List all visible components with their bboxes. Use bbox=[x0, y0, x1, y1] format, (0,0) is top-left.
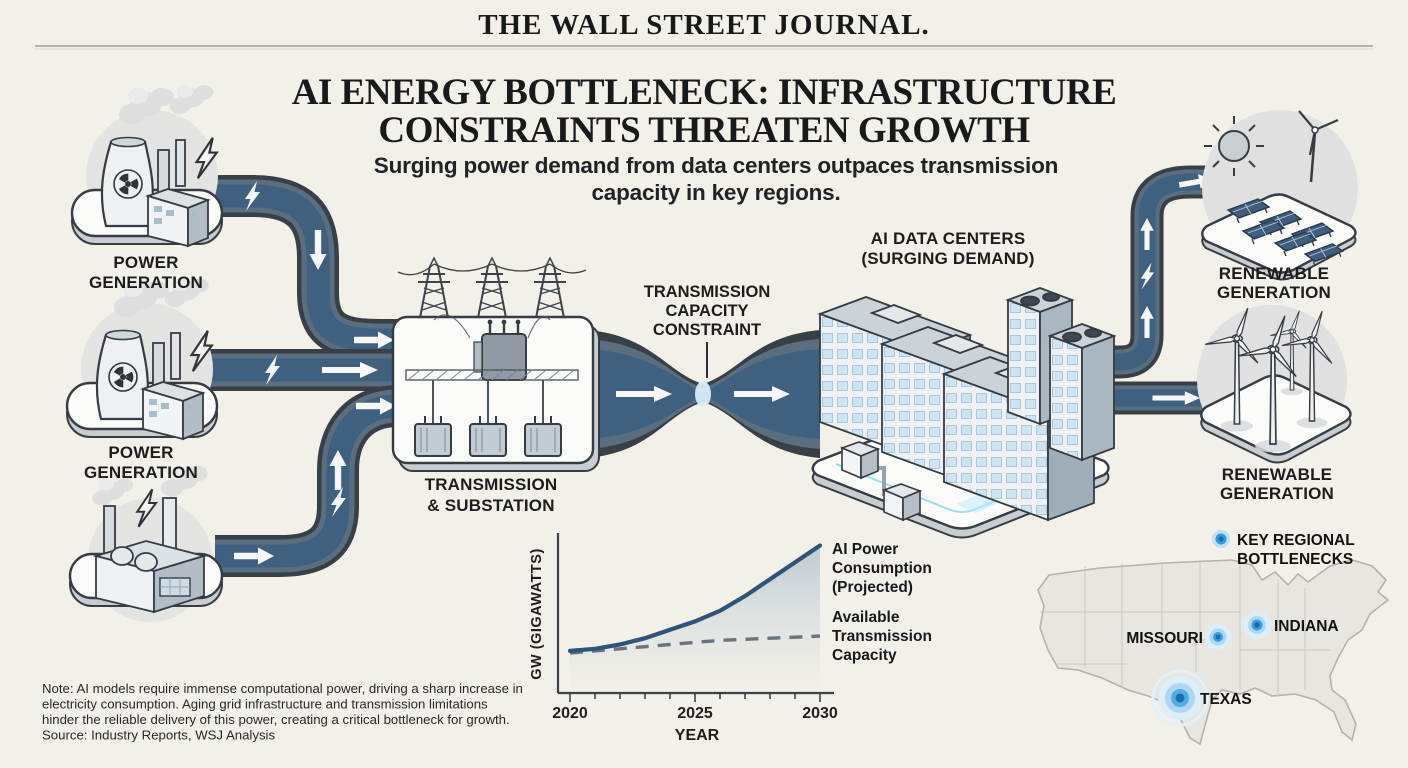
marker-missouri bbox=[1205, 624, 1231, 650]
note-line4: Source: Industry Reports, WSJ Analysis bbox=[42, 728, 275, 743]
marker-texas bbox=[1151, 669, 1209, 727]
diagram-labels: POWER GENERATION POWER GENERATION TRANSM… bbox=[84, 229, 1334, 515]
map-label-texas: TEXAS bbox=[1200, 691, 1252, 708]
x-tick-2025: 2025 bbox=[677, 705, 713, 722]
label-renewable-bottom-1: RENEWABLE bbox=[1222, 465, 1332, 484]
label-power-gen-mid-1: POWER bbox=[108, 443, 173, 462]
legend-capacity-2: Transmission bbox=[832, 628, 932, 645]
power-plant-bottom bbox=[68, 465, 224, 622]
label-renewable-top-1: RENEWABLE bbox=[1219, 264, 1329, 283]
x-tick-2020: 2020 bbox=[552, 705, 588, 722]
marker-indiana bbox=[1243, 611, 1271, 639]
legend-capacity-1: Available bbox=[832, 609, 900, 626]
subtitle-line2: capacity in key regions. bbox=[591, 180, 840, 205]
label-power-gen-top-1: POWER bbox=[113, 253, 178, 272]
chart-x-ticks bbox=[569, 693, 821, 702]
hvac-unit-icon bbox=[841, 441, 879, 479]
us-bottleneck-map: MISSOURI INDIANA TEXAS KEY REGIONAL BOTT… bbox=[1037, 530, 1390, 746]
data-center-campus bbox=[811, 287, 1115, 539]
note-line2: electricity consumption. Aging grid infr… bbox=[42, 697, 488, 712]
label-constraint-3: CONSTRAINT bbox=[653, 321, 761, 339]
chart-consumption-line bbox=[567, 543, 823, 653]
label-renewable-top-2: GENERATION bbox=[1217, 283, 1331, 302]
map-legend: KEY REGIONAL BOTTLENECKS bbox=[1212, 530, 1355, 568]
projection-chart: 2020 2025 2030 YEAR GW (GIGAWATTS) AI Po… bbox=[529, 533, 932, 744]
note-line1: Note: AI models require immense computat… bbox=[42, 681, 523, 696]
label-constraint-1: TRANSMISSION bbox=[644, 283, 771, 301]
bottleneck-pinch-glow bbox=[695, 381, 711, 407]
subtitle-line1: Surging power demand from data centers o… bbox=[374, 153, 1058, 178]
map-legend-line2: BOTTLENECKS bbox=[1237, 551, 1353, 568]
label-datacenters-2: (SURGING DEMAND) bbox=[861, 249, 1034, 268]
headline-line2: CONSTRAINTS THREATEN GROWTH bbox=[378, 110, 1030, 151]
label-substation-1: TRANSMISSION bbox=[425, 475, 558, 494]
chart-capacity-line bbox=[569, 634, 821, 655]
label-datacenters-1: AI DATA CENTERS bbox=[871, 229, 1026, 248]
map-legend-line1: KEY REGIONAL bbox=[1237, 532, 1355, 549]
transformer-large-icon bbox=[481, 333, 527, 381]
server-tower bbox=[1049, 323, 1115, 461]
footnote: Note: AI models require immense computat… bbox=[42, 681, 523, 743]
us-map-outline bbox=[1037, 559, 1390, 746]
label-renewable-bottom-2: GENERATION bbox=[1220, 484, 1334, 503]
renewable-solar bbox=[1201, 110, 1358, 281]
y-axis-label: GW (GIGAWATTS) bbox=[529, 548, 545, 680]
label-power-gen-top-2: GENERATION bbox=[89, 273, 203, 292]
masthead-title: THE WALL STREET JOURNAL. bbox=[478, 9, 930, 41]
legend-capacity-3: Capacity bbox=[832, 647, 897, 664]
label-substation-2: & SUBSTATION bbox=[427, 496, 554, 515]
x-tick-2030: 2030 bbox=[802, 705, 838, 722]
label-power-gen-mid-2: GENERATION bbox=[84, 463, 198, 482]
transformers bbox=[414, 416, 562, 457]
bottleneck bbox=[588, 330, 820, 458]
headline-line1: AI ENERGY BOTTLENECK: INFRASTRUCTURE bbox=[292, 72, 1117, 113]
map-label-indiana: INDIANA bbox=[1274, 618, 1339, 635]
note-line3: hinder the reliable delivery of this pow… bbox=[42, 712, 510, 727]
chart-area-fill bbox=[570, 545, 820, 687]
legend-consumption-2: Consumption bbox=[832, 560, 932, 577]
hvac-unit-icon bbox=[883, 483, 921, 521]
chart-legend: AI Power Consumption (Projected) Availab… bbox=[832, 541, 932, 664]
headline: AI ENERGY BOTTLENECK: INFRASTRUCTURE CON… bbox=[292, 72, 1117, 205]
legend-consumption-1: AI Power bbox=[832, 541, 898, 558]
sun-icon bbox=[1218, 130, 1250, 162]
masthead: THE WALL STREET JOURNAL. bbox=[35, 9, 1373, 50]
chart-axes bbox=[556, 533, 834, 695]
label-constraint-2: CAPACITY bbox=[665, 302, 748, 320]
substation bbox=[391, 257, 600, 472]
renewable-wind bbox=[1197, 299, 1352, 464]
legend-consumption-3: (Projected) bbox=[832, 579, 913, 596]
state-borders bbox=[1040, 560, 1330, 696]
power-lines bbox=[397, 263, 587, 276]
x-axis-label: YEAR bbox=[675, 727, 720, 744]
map-label-missouri: MISSOURI bbox=[1126, 630, 1203, 647]
mini-turbine-icon bbox=[1298, 110, 1339, 183]
